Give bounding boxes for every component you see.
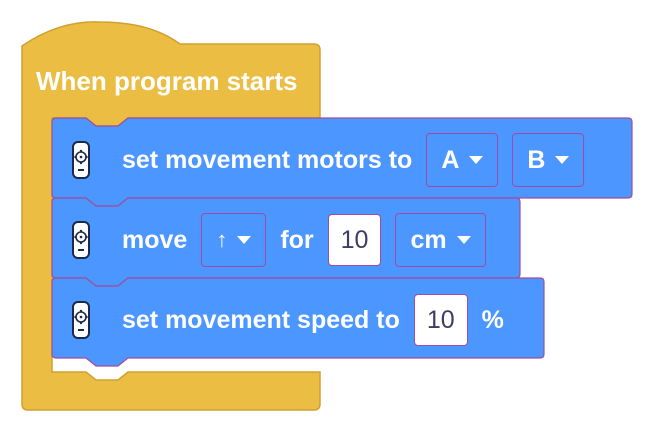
speed-input[interactable]: 10 <box>413 294 468 346</box>
chevron-down-icon <box>555 156 570 164</box>
distance-input[interactable]: 10 <box>327 214 382 266</box>
percent-label: % <box>481 305 504 334</box>
motor-pair-icon <box>72 221 90 259</box>
set-motors-label: set movement motors to <box>122 145 413 174</box>
hat-label: When program starts <box>36 66 298 96</box>
motor-port-a-dropdown[interactable]: A <box>426 133 499 187</box>
move-block[interactable]: move ↑ for 10 cm <box>72 212 500 268</box>
set-speed-block[interactable]: set movement speed to 10 % <box>72 292 518 348</box>
motor-port-b-dropdown[interactable]: B <box>512 133 585 187</box>
motor-pair-icon <box>72 301 90 339</box>
motor-port-b-value: B <box>527 145 546 174</box>
for-label: for <box>280 225 314 254</box>
chevron-down-icon <box>237 236 252 244</box>
move-label: move <box>122 225 188 254</box>
direction-dropdown[interactable]: ↑ <box>201 213 267 267</box>
chevron-down-icon <box>456 236 471 244</box>
unit-value: cm <box>410 225 447 254</box>
set-speed-label: set movement speed to <box>122 305 400 334</box>
chevron-down-icon <box>469 156 484 164</box>
motor-pair-icon <box>72 141 90 179</box>
set-motors-block[interactable]: set movement motors to A B <box>72 132 598 188</box>
unit-dropdown[interactable]: cm <box>395 213 486 267</box>
hat-block-shape[interactable] <box>21 21 321 411</box>
arrow-up-icon: ↑ <box>216 227 228 252</box>
motor-port-a-value: A <box>441 145 460 174</box>
